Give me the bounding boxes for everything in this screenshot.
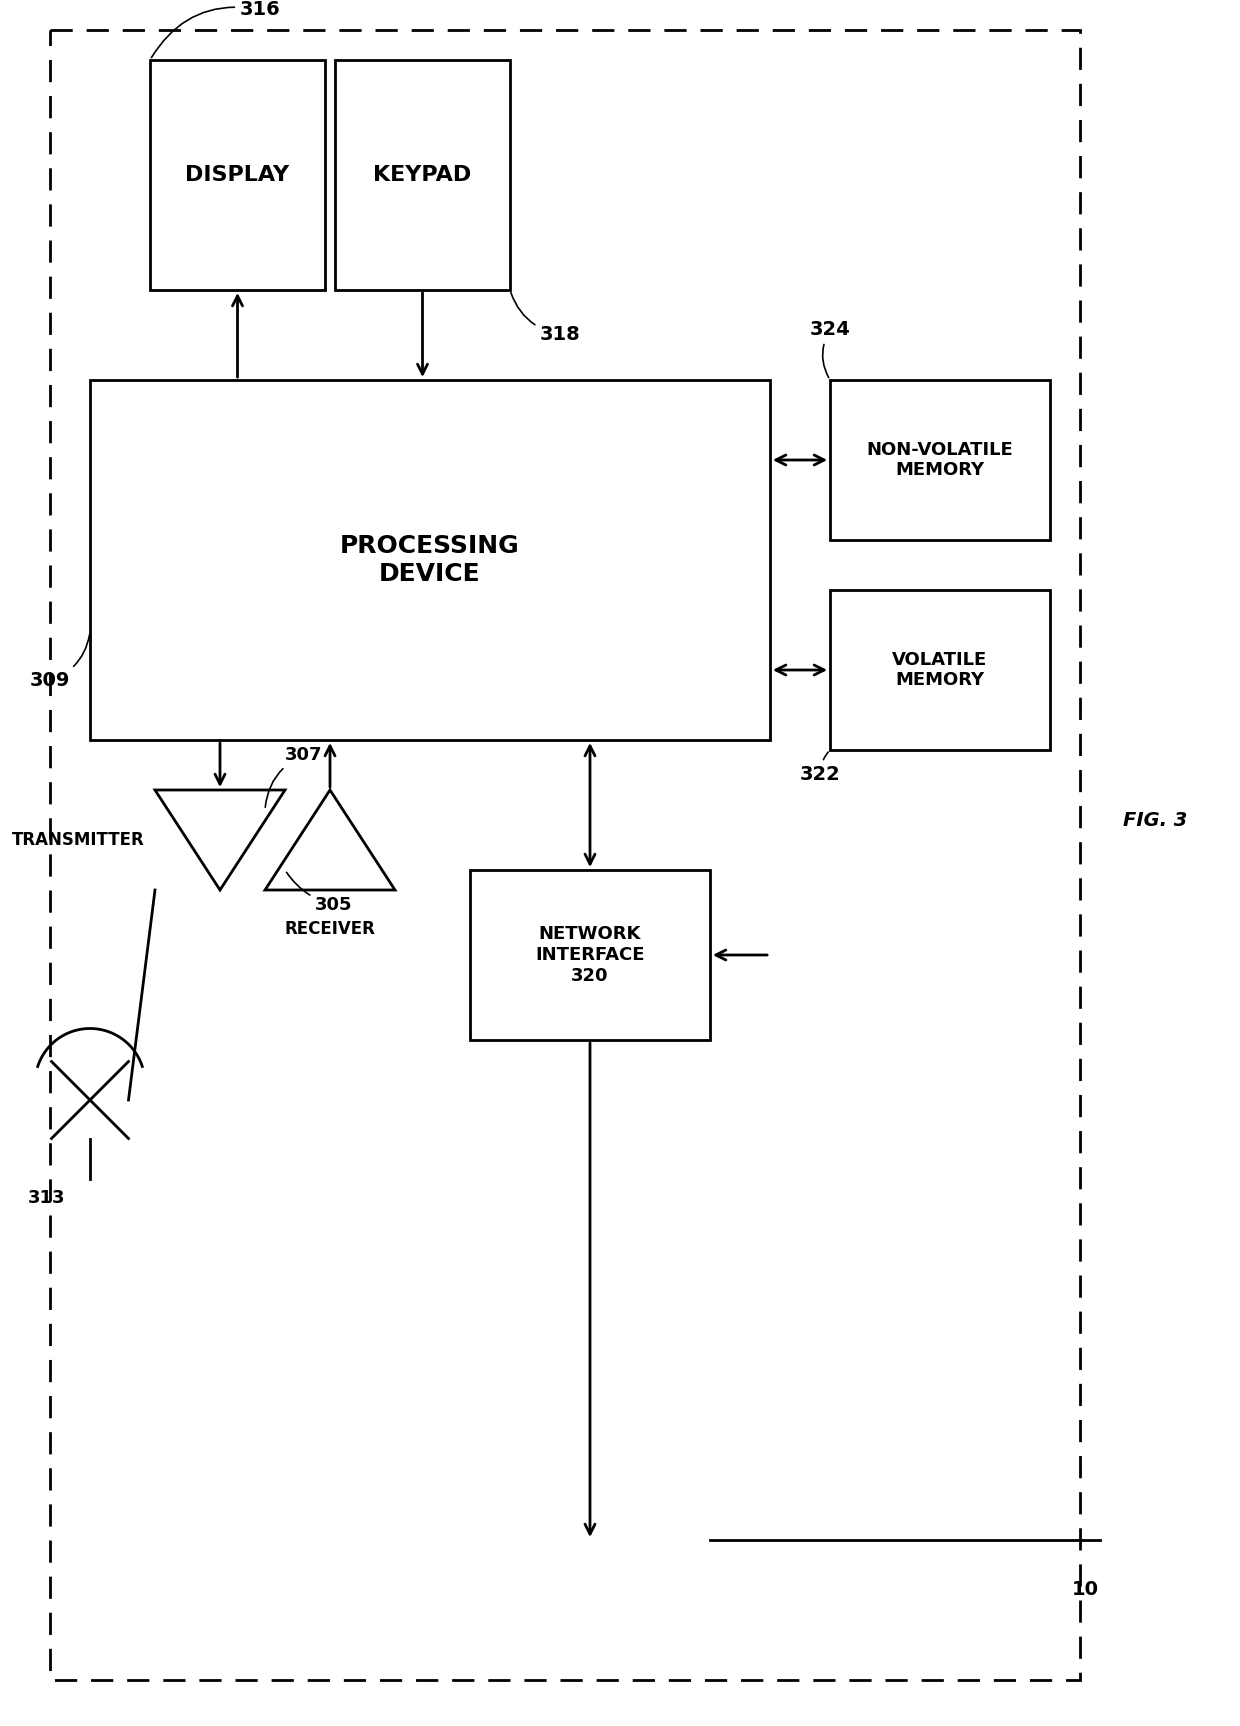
Polygon shape [265, 791, 396, 891]
Text: RECEIVER: RECEIVER [284, 920, 376, 937]
Text: 318: 318 [511, 293, 580, 343]
Bar [830, 380, 1050, 540]
Text: TRANSMITTER: TRANSMITTER [12, 830, 145, 849]
Bar [91, 380, 770, 740]
Bar [830, 590, 1050, 751]
Text: PROCESSING
DEVICE: PROCESSING DEVICE [340, 533, 520, 585]
Text: 10: 10 [1071, 1579, 1099, 1598]
Text: 322: 322 [800, 753, 841, 784]
Text: 316: 316 [151, 0, 280, 57]
Text: 307: 307 [265, 746, 322, 808]
Bar [50, 29, 1080, 1679]
Text: 324: 324 [810, 319, 851, 378]
Bar [150, 60, 325, 290]
Text: VOLATILE
MEMORY: VOLATILE MEMORY [893, 651, 987, 689]
Text: 313: 313 [27, 1189, 66, 1206]
Text: KEYPAD: KEYPAD [373, 166, 471, 185]
Bar [335, 60, 510, 290]
Text: DISPLAY: DISPLAY [186, 166, 290, 185]
Text: FIG. 3: FIG. 3 [1122, 811, 1187, 830]
Bar [470, 870, 711, 1041]
Text: 305: 305 [286, 872, 352, 915]
Polygon shape [155, 791, 285, 891]
Text: NETWORK
INTERFACE
320: NETWORK INTERFACE 320 [536, 925, 645, 986]
Text: NON-VOLATILE
MEMORY: NON-VOLATILE MEMORY [867, 440, 1013, 480]
Text: 309: 309 [30, 635, 89, 690]
